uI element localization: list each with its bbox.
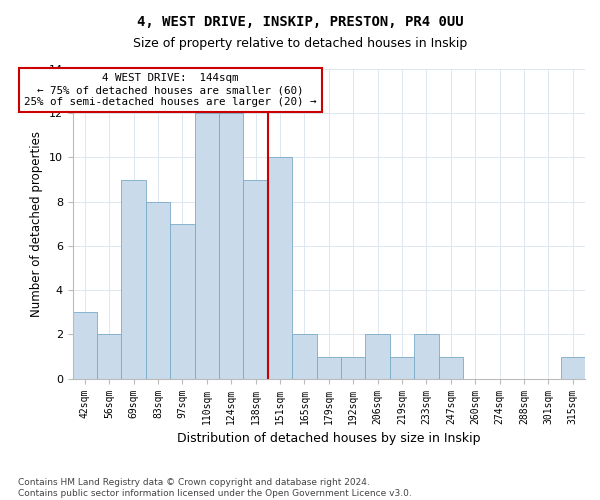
- Bar: [390, 356, 414, 378]
- Bar: [97, 334, 121, 378]
- Text: 4 WEST DRIVE:  144sqm  
← 75% of detached houses are smaller (60)
25% of semi-de: 4 WEST DRIVE: 144sqm ← 75% of detached h…: [24, 74, 317, 106]
- Bar: [194, 113, 219, 378]
- Bar: [341, 356, 365, 378]
- Bar: [292, 334, 317, 378]
- Bar: [121, 180, 146, 378]
- Y-axis label: Number of detached properties: Number of detached properties: [30, 131, 43, 317]
- Text: 4, WEST DRIVE, INSKIP, PRESTON, PR4 0UU: 4, WEST DRIVE, INSKIP, PRESTON, PR4 0UU: [137, 15, 463, 29]
- Text: Contains HM Land Registry data © Crown copyright and database right 2024.
Contai: Contains HM Land Registry data © Crown c…: [18, 478, 412, 498]
- Bar: [170, 224, 194, 378]
- Bar: [268, 158, 292, 378]
- Bar: [73, 312, 97, 378]
- Bar: [317, 356, 341, 378]
- Bar: [414, 334, 439, 378]
- Bar: [365, 334, 390, 378]
- Bar: [560, 356, 585, 378]
- Bar: [439, 356, 463, 378]
- Text: Size of property relative to detached houses in Inskip: Size of property relative to detached ho…: [133, 38, 467, 51]
- X-axis label: Distribution of detached houses by size in Inskip: Distribution of detached houses by size …: [177, 432, 481, 445]
- Bar: [146, 202, 170, 378]
- Bar: [244, 180, 268, 378]
- Bar: [219, 113, 244, 378]
